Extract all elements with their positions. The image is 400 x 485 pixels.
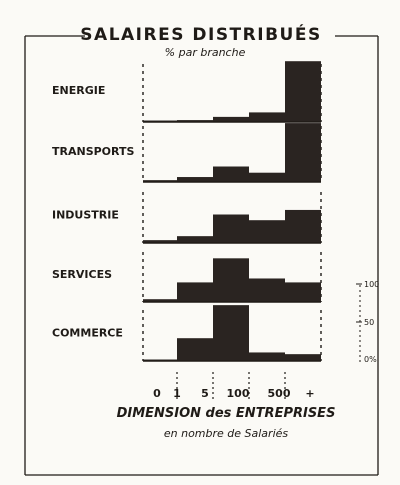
percent-scale: 100 50 0% xyxy=(356,280,379,364)
panel-commerce: COMMERCE xyxy=(52,305,322,362)
bar-energie-3 xyxy=(249,112,285,122)
bar-transports-0 xyxy=(143,180,177,182)
bar-services-0 xyxy=(143,299,177,302)
category-label-commerce: COMMERCE xyxy=(52,327,123,340)
x-tick-label-3: 100 xyxy=(227,387,250,400)
bar-energie-4 xyxy=(285,61,321,122)
x-axis-sublabel: en nombre de Salariés xyxy=(164,427,289,440)
x-axis-label: DIMENSION des ENTREPRISES xyxy=(117,406,336,421)
bar-industrie-4 xyxy=(285,209,321,243)
chart-subtitle: % par branche xyxy=(165,46,246,59)
bar-transports-2 xyxy=(213,166,249,182)
panel-transports: TRANSPORTS xyxy=(52,123,322,183)
bar-services-4 xyxy=(285,282,321,302)
bar-services-1 xyxy=(177,282,213,302)
bar-industrie-2 xyxy=(213,214,249,243)
bar-transports-4 xyxy=(285,123,321,182)
scale-label-0: 0% xyxy=(364,355,377,364)
bar-industrie-1 xyxy=(177,236,213,243)
bar-services-3 xyxy=(249,278,285,302)
bar-energie-1 xyxy=(177,120,213,122)
panel-energie: ENERGIE xyxy=(52,61,322,123)
bar-commerce-1 xyxy=(177,338,213,361)
x-tick-label-5: + xyxy=(305,387,314,400)
category-label-services: SERVICES xyxy=(52,268,112,281)
frame xyxy=(24,35,379,476)
panel-industrie: INDUSTRIE xyxy=(52,192,322,244)
bar-transports-3 xyxy=(249,172,285,182)
panels: ENERGIE TRANSPORTS INDUSTRIE SERVICES COMMER… xyxy=(52,61,322,362)
bar-industrie-3 xyxy=(249,220,285,243)
x-tick-label-4: 500 xyxy=(268,387,291,400)
panel-services: SERVICES xyxy=(52,252,322,303)
bar-commerce-3 xyxy=(249,352,285,361)
scale-label-50: 50 xyxy=(364,318,374,327)
category-label-energie: ENERGIE xyxy=(52,84,105,97)
category-label-industrie: INDUSTRIE xyxy=(52,209,119,222)
x-axis: 015100500+ xyxy=(153,372,315,400)
bar-transports-1 xyxy=(177,177,213,182)
x-tick-label-2: 5 xyxy=(201,387,209,400)
category-label-transports: TRANSPORTS xyxy=(52,145,135,158)
bar-industrie-0 xyxy=(143,240,177,243)
x-tick-label-0: 0 xyxy=(153,387,161,400)
bar-energie-2 xyxy=(213,116,249,122)
bar-commerce-4 xyxy=(285,354,321,361)
scale-label-100: 100 xyxy=(364,280,379,289)
bar-services-2 xyxy=(213,258,249,302)
chart-title: SALAIRES DISTRIBUÉS xyxy=(80,23,321,45)
bar-commerce-2 xyxy=(213,305,249,361)
